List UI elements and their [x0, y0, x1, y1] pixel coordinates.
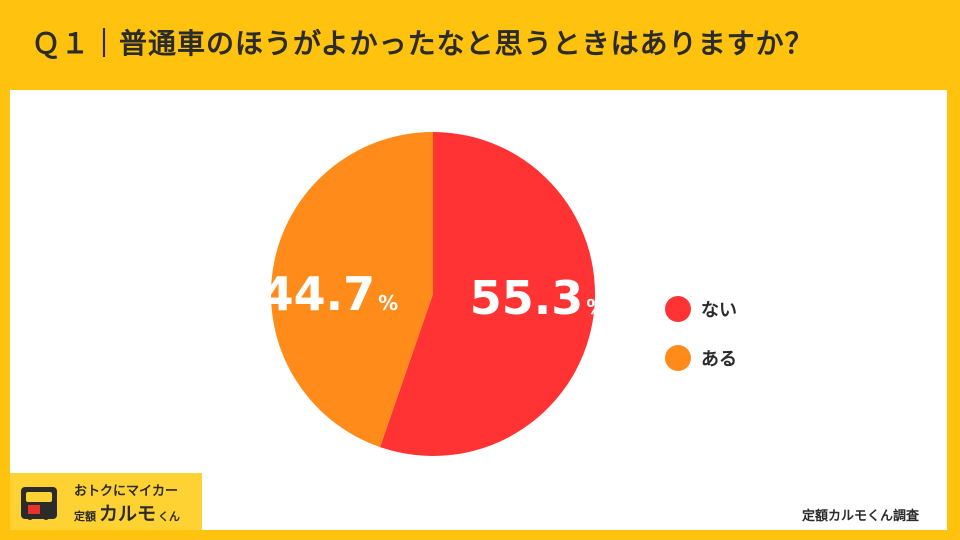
header: Ｑ１｜普通車のほうがよかったなと思うときはありますか？: [0, 0, 960, 90]
legend-label-nai: ない: [701, 300, 737, 321]
logo-prefix: 定額: [74, 510, 96, 523]
legend-label-aru: ある: [701, 349, 737, 370]
pie-label-aru: 44.7%: [262, 267, 399, 321]
logo-brand: 定額 カルモ くん: [74, 499, 180, 526]
chart-panel: 55.3% 44.7% ない ある: [10, 90, 947, 530]
logo-brand-name: カルモ: [99, 503, 157, 525]
legend-swatch-nai: [665, 296, 691, 322]
source-note: 定額カルモくん調査: [802, 509, 920, 524]
logo-tagline: おトクにマイカー: [74, 484, 179, 499]
logo-suffix: くん: [158, 510, 181, 523]
brand-logo: おトクにマイカー 定額 カルモ くん: [10, 473, 202, 530]
pie-label-nai: 55.3%: [470, 271, 607, 325]
legend-item-nai: ない: [665, 295, 737, 323]
pie-slice-nai: [380, 132, 595, 456]
legend-item-aru: ある: [665, 344, 737, 372]
pie-chart: 55.3 % 44.7%: [262, 132, 607, 456]
page-title: Ｑ１｜普通車のほうがよかったなと思うときはありますか？: [32, 27, 814, 60]
legend: ない ある: [665, 295, 737, 393]
car-logo-icon: [21, 487, 57, 520]
legend-swatch-aru: [665, 345, 691, 371]
pie-slice-aru: [271, 132, 433, 448]
